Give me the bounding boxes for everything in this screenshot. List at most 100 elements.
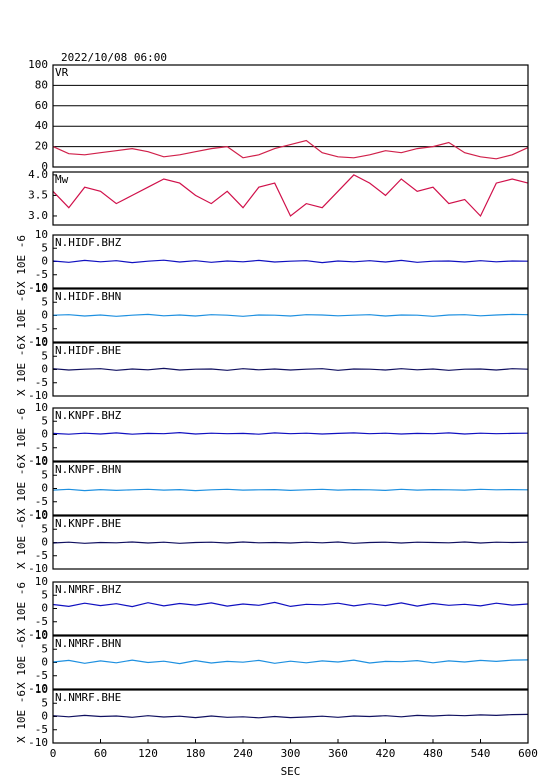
- data-line: [52, 541, 529, 544]
- y-tick-label: 20: [35, 140, 48, 153]
- y-tick-label: 5: [41, 468, 48, 481]
- panel-label: N.NMRF.BHZ: [55, 583, 122, 596]
- panel-label: VR: [55, 66, 69, 79]
- y-tick-label: 0: [41, 255, 48, 268]
- y-tick-label: -5: [35, 268, 48, 281]
- y-axis-label: X 10E -6: [15, 462, 28, 515]
- panel-label: N.KNPF.BHN: [55, 463, 121, 476]
- y-tick-label: -10: [28, 335, 48, 348]
- panel-frame: [52, 515, 529, 570]
- panel-frame: [52, 461, 529, 516]
- panel-label: N.KNPF.BHE: [55, 517, 121, 530]
- x-tick-label: 0: [50, 747, 57, 760]
- y-tick-label: 100: [28, 58, 48, 71]
- y-tick-label: 5: [41, 522, 48, 535]
- panel-label: N.HIDF.BHZ: [55, 236, 122, 249]
- y-tick-label: 5: [41, 241, 48, 254]
- y-axis-label: X 10E -6: [15, 636, 28, 689]
- panel-frame: [52, 407, 529, 462]
- data-line: [52, 174, 529, 218]
- y-tick-label: 5: [41, 295, 48, 308]
- y-tick-label: -5: [35, 723, 48, 736]
- y-tick-label: 10: [35, 282, 48, 295]
- y-tick-label: -10: [28, 389, 48, 402]
- panel-frame: [52, 342, 529, 397]
- y-tick-label: -10: [28, 454, 48, 467]
- y-tick-label: 10: [35, 629, 48, 642]
- x-tick-label: 180: [186, 747, 206, 760]
- panel-frame: [52, 288, 529, 343]
- y-tick-label: 5: [41, 414, 48, 427]
- panel-frame: [52, 234, 529, 289]
- y-tick-label: 10: [35, 575, 48, 588]
- y-tick-label: 0: [41, 363, 48, 376]
- y-tick-label: 10: [35, 336, 48, 349]
- x-tick-label: 120: [138, 747, 158, 760]
- y-tick-label: 0: [41, 536, 48, 549]
- x-tick-label: 240: [233, 747, 253, 760]
- y-tick-label: 10: [35, 401, 48, 414]
- y-tick-label: -10: [28, 682, 48, 695]
- y-tick-label: 10: [35, 228, 48, 241]
- y-tick-label: -10: [28, 628, 48, 641]
- x-tick-label: 420: [376, 747, 396, 760]
- y-tick-label: 60: [35, 99, 48, 112]
- y-tick-label: 0: [41, 160, 48, 173]
- data-line: [52, 659, 529, 665]
- data-line: [52, 139, 529, 160]
- y-tick-label: -5: [35, 669, 48, 682]
- data-line: [52, 431, 529, 435]
- panel-label: N.KNPF.BHZ: [55, 409, 122, 422]
- y-tick-label: 0: [41, 710, 48, 723]
- panel-label: N.NMRF.BHN: [55, 637, 121, 650]
- y-tick-label: -5: [35, 615, 48, 628]
- panel-frame: [52, 64, 529, 168]
- x-tick-label: 60: [94, 747, 107, 760]
- y-tick-label: -5: [35, 549, 48, 562]
- y-tick-label: -10: [28, 562, 48, 575]
- y-tick-label: 3.5: [28, 188, 48, 201]
- y-tick-label: -5: [35, 495, 48, 508]
- data-line: [52, 259, 529, 264]
- y-tick-label: -10: [28, 281, 48, 294]
- y-tick-label: 5: [41, 349, 48, 362]
- data-line: [52, 601, 529, 608]
- y-axis-label: X 10E -6: [15, 235, 28, 288]
- x-tick-label: 540: [471, 747, 491, 760]
- y-axis-label: X 10E -6: [15, 289, 28, 342]
- data-line: [52, 367, 529, 371]
- panel-frame: [52, 171, 529, 226]
- y-tick-label: 4.0: [28, 168, 48, 181]
- y-tick-label: -5: [35, 441, 48, 454]
- y-tick-label: 5: [41, 642, 48, 655]
- x-tick-label: 300: [281, 747, 301, 760]
- y-tick-label: 5: [41, 696, 48, 709]
- y-tick-label: -10: [28, 736, 48, 749]
- panel-label: N.HIDF.BHN: [55, 290, 121, 303]
- y-tick-label: 0: [41, 428, 48, 441]
- panel-frame: [52, 635, 529, 690]
- y-tick-label: 10: [35, 455, 48, 468]
- y-axis-label: X 10E -6: [15, 516, 28, 569]
- panel-label: N.NMRF.BHE: [55, 691, 121, 704]
- data-line: [52, 713, 529, 719]
- x-tick-label: 480: [423, 747, 443, 760]
- y-tick-label: -10: [28, 508, 48, 521]
- y-tick-label: 5: [41, 588, 48, 601]
- y-tick-label: 3.0: [28, 209, 48, 222]
- y-tick-label: -5: [35, 322, 48, 335]
- y-tick-label: 0: [41, 602, 48, 615]
- y-axis-label: X 10E -6: [15, 582, 28, 635]
- y-tick-label: 0: [41, 309, 48, 322]
- y-axis-label: X 10E -6: [15, 343, 28, 396]
- y-axis-label: X 10E -6: [15, 408, 28, 461]
- x-tick-label: 600: [518, 747, 538, 760]
- y-tick-label: 80: [35, 78, 48, 91]
- data-line: [52, 313, 529, 317]
- chart-title: 2022/10/08 06:00: [61, 51, 167, 64]
- panel-label: N.HIDF.BHE: [55, 344, 121, 357]
- y-tick-label: 0: [41, 656, 48, 669]
- x-tick-label: 360: [328, 747, 348, 760]
